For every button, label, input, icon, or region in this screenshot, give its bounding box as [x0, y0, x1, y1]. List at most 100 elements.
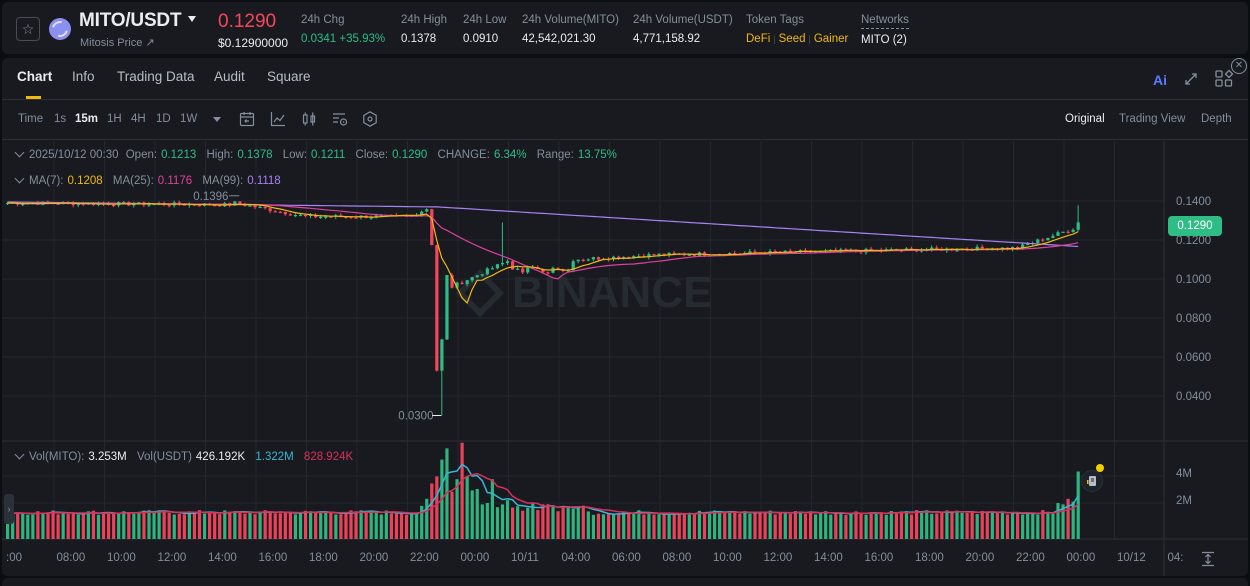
interval-1s[interactable]: 1s [54, 113, 67, 125]
interval-1d[interactable]: 1D [156, 113, 171, 125]
stat-value: 42,542,021.30 [522, 33, 596, 45]
tag-gainer[interactable]: Gainer [813, 33, 849, 45]
calendar-icon[interactable] [238, 110, 256, 128]
svg-text:00:00: 00:00 [1067, 552, 1096, 564]
ma7-value: 0.1208 [67, 175, 103, 187]
svg-text:10/11: 10/11 [511, 552, 539, 564]
candlestick-chart[interactable]: 0.1400 0.1200 0.1000 0.0800 0.0600 0.0400 4M 2M… [2, 141, 1248, 576]
ma25-value: 0.1176 [157, 175, 193, 187]
ma99-value: 0.1118 [247, 175, 281, 187]
high-label: High: [206, 149, 234, 161]
interval-1h[interactable]: 1H [107, 113, 122, 125]
chart-panel: Chart Info Trading Data Audit Square Ai … [2, 58, 1248, 576]
expand-icon[interactable] [1182, 70, 1200, 88]
change-value: 6.34% [493, 149, 527, 161]
svg-text:0.0800: 0.0800 [1176, 313, 1211, 325]
ai-icon[interactable]: Ai [1153, 72, 1167, 88]
collapse-chevron-icon[interactable] [14, 173, 25, 184]
networks: Networks MITO (2) [861, 14, 909, 46]
svg-text:10/12: 10/12 [1117, 552, 1146, 564]
stat-value: 4,771,158.92 [633, 33, 701, 45]
svg-text:0.0400: 0.0400 [1176, 391, 1211, 403]
svg-text:4M: 4M [1176, 468, 1192, 480]
stat-value: 0.1378 [401, 33, 437, 45]
vol-mito-value: 3.253M [88, 451, 127, 463]
coin-price-link[interactable]: Mitosis Price ↗ [80, 37, 155, 49]
vol-usdt-value: 426.192K [195, 451, 246, 463]
svg-text:08:00: 08:00 [57, 552, 86, 564]
svg-text:20:00: 20:00 [966, 552, 995, 564]
chart-area[interactable]: 0.1400 0.1200 0.1000 0.0800 0.0600 0.0400 4M 2M… [2, 141, 1248, 576]
vol-ma2-value: 828.924K [303, 451, 354, 463]
view-original[interactable]: Original [1065, 113, 1105, 125]
usd-price: $0.12900000 [218, 36, 289, 50]
svg-text:0.0300: 0.0300 [398, 411, 433, 423]
collapse-chevron-icon[interactable] [14, 449, 25, 460]
tag-defi[interactable]: DeFi [746, 33, 771, 45]
tab-square[interactable]: Square [267, 69, 311, 84]
close-icon[interactable]: ✕ [1231, 58, 1247, 74]
svg-text:0.1200: 0.1200 [1176, 235, 1211, 247]
interval-15m[interactable]: 15m [75, 113, 99, 125]
tab-trading-data[interactable]: Trading Data [117, 69, 195, 84]
svg-text:14:00: 14:00 [814, 552, 843, 564]
ma7-label: MA(7): [29, 175, 64, 187]
stat-label: 24h Low [463, 14, 507, 26]
svg-text:0.1400: 0.1400 [1176, 196, 1211, 208]
svg-text:18:00: 18:00 [915, 552, 944, 564]
svg-text:06:00: 06:00 [612, 552, 641, 564]
tab-info[interactable]: Info [72, 69, 95, 84]
svg-text:04:00: 04:00 [562, 552, 591, 564]
left-scroll-handle[interactable]: › [4, 494, 14, 524]
tag-seed[interactable]: Seed [778, 33, 806, 45]
settings-hexagon-icon[interactable] [361, 110, 379, 128]
networks-value[interactable]: MITO (2) [861, 34, 907, 46]
collapse-chevron-icon[interactable] [14, 147, 25, 158]
pair-dropdown-caret-icon[interactable] [188, 16, 196, 22]
change-label: CHANGE: [437, 149, 490, 161]
svg-text::00: :00 [6, 552, 22, 564]
tab-audit[interactable]: Audit [214, 69, 245, 84]
notification-dot [1096, 464, 1104, 472]
interval-1w[interactable]: 1W [180, 113, 198, 125]
ohlc-legend: 2025/10/12 00:30 Open: 0.1213 High: 0.1378… [14, 147, 624, 161]
stat-24h-change: 24h Chg 0.0341 +35.93% [301, 14, 385, 45]
favorite-star-icon[interactable]: ☆ [16, 17, 40, 41]
view-depth[interactable]: Depth [1201, 113, 1232, 125]
chart-settings-list-icon[interactable] [331, 110, 349, 128]
svg-text:BINANCE: BINANCE [512, 268, 712, 317]
auto-scale-icon[interactable] [1200, 551, 1216, 567]
current-price-tag: 0.1290 [1168, 216, 1222, 236]
interval-4h[interactable]: 4H [131, 113, 146, 125]
panel-tabs: Chart Info Trading Data Audit Square Ai … [2, 58, 1248, 100]
candle-type-icon[interactable] [300, 110, 318, 128]
token-tags: Token Tags DeFi | Seed | Gainer [746, 14, 849, 45]
notification-icon[interactable] [1081, 470, 1103, 492]
stat-label: 24h High [401, 14, 448, 26]
range-label: Range: [536, 149, 574, 161]
view-trading-view[interactable]: Trading View [1119, 113, 1186, 125]
stat-24h-volume-mito: 24h Volume(MITO) 42,542,021.30 [522, 14, 619, 45]
volume-legend: Vol(MITO): 3.253M Vol(USDT) 426.192K 1.322… [14, 449, 360, 463]
svg-text:00:00: 00:00 [461, 552, 490, 564]
more-intervals-caret-icon[interactable] [213, 117, 221, 122]
bottom-strip [2, 578, 1248, 586]
ma25-label: MA(25): [112, 175, 154, 187]
svg-text:16:00: 16:00 [865, 552, 894, 564]
stat-24h-volume-usdt: 24h Volume(USDT) 4,771,158.92 [633, 14, 733, 45]
svg-text:22:00: 22:00 [410, 552, 439, 564]
layout-grid-icon[interactable] [1214, 69, 1234, 89]
tab-chart[interactable]: Chart [17, 69, 53, 84]
time-label: Time [18, 113, 44, 125]
vol-ma1-value: 1.322M [255, 451, 294, 463]
candle-date: 2025/10/12 00:30 [29, 149, 119, 161]
pair-symbol[interactable]: MITO/USDT [79, 10, 182, 31]
ticker-header: ☆ MITO/USDT Mitosis Price ↗ 0.1290 $0.12… [2, 2, 1248, 54]
svg-text:22:00: 22:00 [1016, 552, 1045, 564]
low-value: 0.1211 [311, 149, 346, 161]
ma99-label: MA(99): [202, 175, 244, 187]
open-value: 0.1213 [161, 149, 197, 161]
indicator-line-icon[interactable] [269, 110, 287, 128]
vol-usdt-label: Vol(USDT) [136, 451, 192, 463]
networks-label[interactable]: Networks [861, 14, 909, 29]
